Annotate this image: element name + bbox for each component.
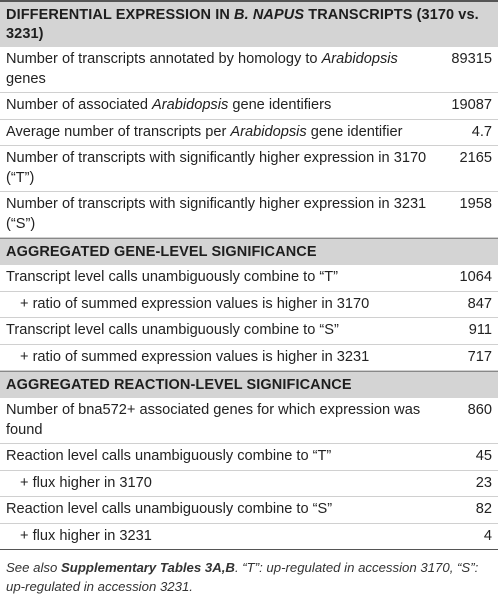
row-value: 1958: [459, 196, 492, 212]
table-row: + flux higher in 3170 23: [0, 471, 498, 497]
table-row: Number of transcripts with significantly…: [0, 192, 498, 238]
row-label: Number of bna572+ associated genes for w…: [6, 402, 421, 438]
row-label: + ratio of summed expression values is h…: [20, 348, 370, 365]
row-label: Reaction level calls unambiguously combi…: [6, 501, 333, 517]
row-value: 45: [475, 448, 492, 464]
row-value: 4.7: [471, 123, 492, 140]
table-row: + ratio of summed expression values is h…: [0, 292, 498, 318]
table-row: Average number of transcripts per Arabid…: [0, 120, 498, 146]
table-row: Number of transcripts with significantly…: [0, 146, 498, 192]
row-value: 89315: [451, 51, 492, 67]
table-row: + ratio of summed expression values is h…: [0, 345, 498, 371]
row-label: + flux higher in 3170: [20, 474, 152, 491]
row-label: + flux higher in 3231: [20, 527, 152, 544]
row-value: 19087: [451, 97, 492, 113]
row-label: + ratio of summed expression values is h…: [20, 295, 370, 312]
table-footnote: See also Supplementary Tables 3A,B. “T”:…: [6, 560, 479, 594]
table-row: Transcript level calls unambiguously com…: [0, 318, 498, 345]
row-value: 82: [475, 501, 492, 517]
row-label: Transcript level calls unambiguously com…: [6, 322, 339, 338]
row-value: 4: [483, 527, 492, 544]
table-row: + flux higher in 3231 4: [0, 524, 498, 550]
row-label: Transcript level calls unambiguously com…: [6, 269, 339, 285]
row-value: 911: [468, 322, 492, 338]
table-row: Number of associated Arabidopsis gene id…: [0, 93, 498, 120]
row-label: Average number of transcripts per Arabid…: [6, 123, 403, 140]
table-row: Reaction level calls unambiguously combi…: [0, 497, 498, 524]
table-row: Number of transcripts annotated by homol…: [0, 47, 498, 93]
row-label: Number of transcripts annotated by homol…: [6, 51, 398, 87]
section-header-differential-expression: DIFFERENTIAL EXPRESSION IN B. NAPUS TRAN…: [0, 0, 498, 47]
section-header-reaction-level: AGGREGATED REACTION-LEVEL SIGNIFICANCE: [0, 371, 498, 398]
supplementary-tables-link[interactable]: Supplementary Tables 3A,B: [61, 560, 235, 575]
section-header-gene-level: AGGREGATED GENE-LEVEL SIGNIFICANCE: [0, 238, 498, 265]
row-label: Number of associated Arabidopsis gene id…: [6, 97, 332, 113]
row-value: 2165: [459, 150, 492, 166]
row-value: 860: [467, 402, 492, 418]
row-label: Number of transcripts with significantly…: [6, 150, 427, 186]
row-label: Reaction level calls unambiguously combi…: [6, 448, 332, 464]
row-value: 1064: [459, 269, 492, 285]
table-row: Reaction level calls unambiguously combi…: [0, 444, 498, 471]
row-value: 847: [467, 295, 492, 312]
table-row: Transcript level calls unambiguously com…: [0, 265, 498, 292]
row-label: Number of transcripts with significantly…: [6, 196, 427, 232]
row-value: 23: [475, 474, 492, 491]
row-value: 717: [467, 348, 492, 365]
table-row: Number of bna572+ associated genes for w…: [0, 398, 498, 444]
